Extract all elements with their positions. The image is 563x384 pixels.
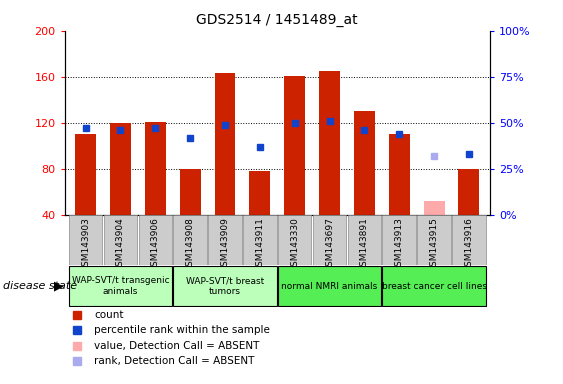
Text: GSM143903: GSM143903	[81, 217, 90, 272]
Text: breast cancer cell lines: breast cancer cell lines	[382, 281, 486, 291]
Bar	[313, 215, 346, 265]
Text: normal NMRI animals: normal NMRI animals	[282, 281, 378, 291]
Bar	[417, 215, 451, 265]
Text: rank, Detection Call = ABSENT: rank, Detection Call = ABSENT	[95, 356, 255, 366]
Text: disease state: disease state	[3, 281, 77, 291]
Bar	[215, 73, 235, 215]
Text: GSM143913: GSM143913	[395, 217, 404, 272]
Text: GSM143330: GSM143330	[290, 217, 299, 272]
Bar	[348, 215, 381, 265]
Text: WAP-SVT/t transgenic
animals: WAP-SVT/t transgenic animals	[72, 276, 169, 296]
Bar	[208, 215, 242, 265]
Bar	[173, 266, 276, 306]
Text: GSM143908: GSM143908	[186, 217, 195, 272]
Text: GSM143906: GSM143906	[151, 217, 160, 272]
Title: GDS2514 / 1451489_at: GDS2514 / 1451489_at	[196, 13, 358, 27]
Bar	[319, 71, 340, 215]
Bar	[382, 215, 416, 265]
Bar	[138, 215, 172, 265]
Text: GSM143916: GSM143916	[464, 217, 473, 272]
Bar	[278, 215, 311, 265]
Bar	[249, 171, 270, 215]
Text: GSM143909: GSM143909	[221, 217, 230, 272]
Bar	[75, 134, 96, 215]
Bar	[69, 215, 102, 265]
Bar	[180, 169, 200, 215]
Bar	[458, 169, 479, 215]
Bar	[145, 122, 166, 215]
Bar	[69, 266, 172, 306]
Bar	[389, 134, 410, 215]
Bar	[452, 215, 486, 265]
Text: percentile rank within the sample: percentile rank within the sample	[95, 325, 270, 335]
Bar	[423, 201, 445, 215]
Bar	[284, 76, 305, 215]
Bar	[243, 215, 276, 265]
Text: WAP-SVT/t breast
tumors: WAP-SVT/t breast tumors	[186, 276, 264, 296]
Bar	[278, 266, 381, 306]
Text: GSM143891: GSM143891	[360, 217, 369, 272]
Text: value, Detection Call = ABSENT: value, Detection Call = ABSENT	[95, 341, 260, 351]
Bar	[110, 123, 131, 215]
Text: GSM143697: GSM143697	[325, 217, 334, 272]
Bar	[354, 111, 375, 215]
Text: GSM143904: GSM143904	[116, 217, 125, 272]
Bar	[104, 215, 137, 265]
Text: count: count	[95, 310, 124, 320]
Bar	[382, 266, 486, 306]
Text: GSM143915: GSM143915	[430, 217, 439, 272]
Bar	[173, 215, 207, 265]
Text: GSM143911: GSM143911	[256, 217, 265, 272]
Text: ▶: ▶	[54, 280, 64, 293]
